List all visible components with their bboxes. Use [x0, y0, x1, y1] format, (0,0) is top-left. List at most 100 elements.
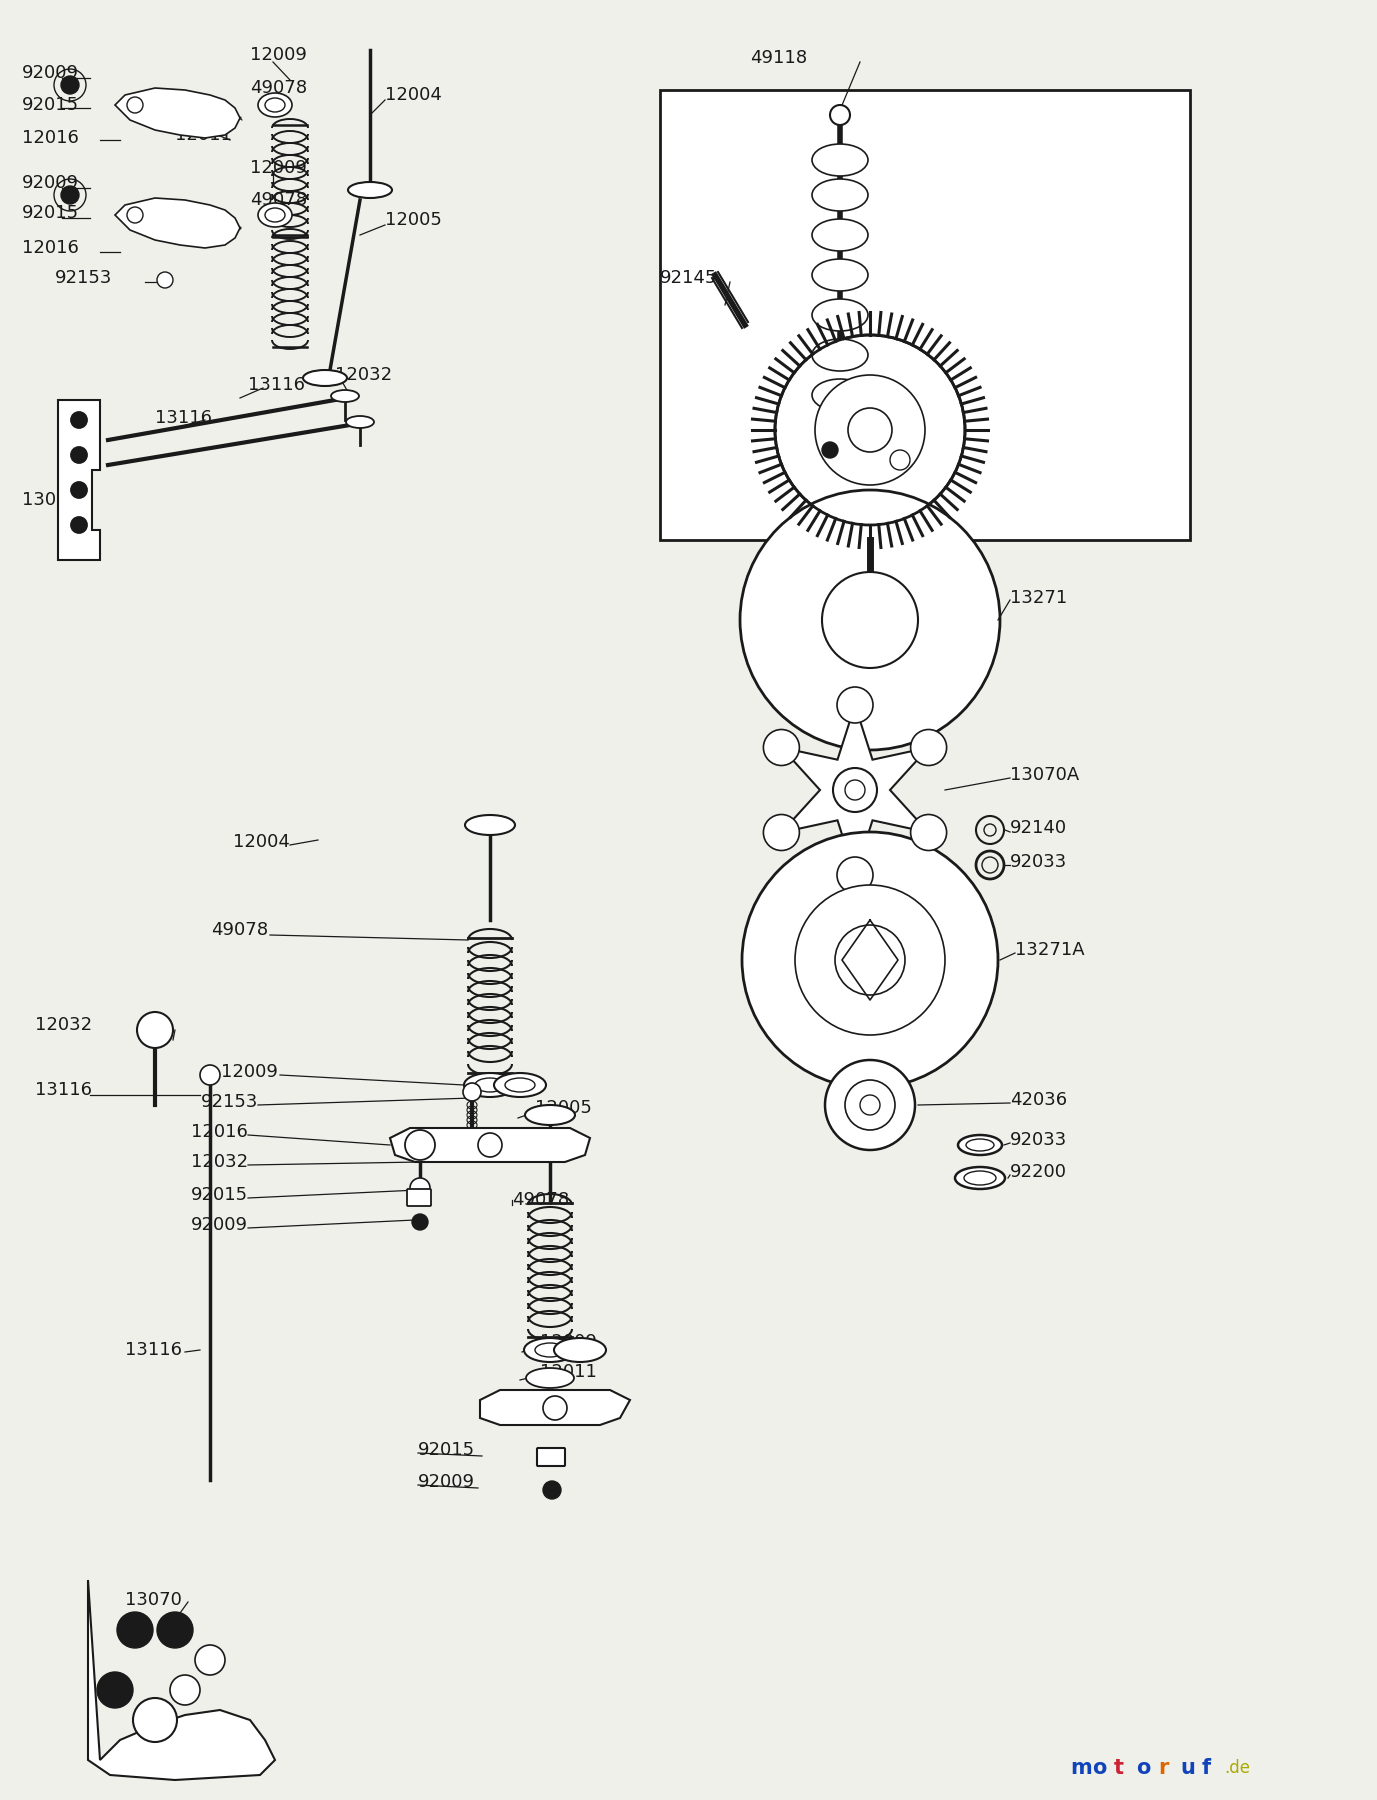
- Circle shape: [861, 1094, 880, 1114]
- Circle shape: [543, 1481, 560, 1499]
- Text: 12011: 12011: [540, 1363, 596, 1381]
- Text: 12016: 12016: [191, 1123, 248, 1141]
- Polygon shape: [116, 88, 240, 139]
- Text: 92140: 92140: [1009, 819, 1067, 837]
- Text: o: o: [1092, 1759, 1106, 1778]
- Circle shape: [543, 1397, 567, 1420]
- Circle shape: [830, 104, 850, 124]
- Ellipse shape: [812, 144, 868, 176]
- Text: 92009: 92009: [22, 175, 78, 193]
- Circle shape: [61, 185, 78, 203]
- Circle shape: [845, 1080, 895, 1130]
- Text: 13070A: 13070A: [1009, 767, 1080, 785]
- Circle shape: [833, 769, 877, 812]
- Circle shape: [463, 1084, 481, 1102]
- Text: 92015: 92015: [191, 1186, 248, 1204]
- Polygon shape: [58, 400, 101, 560]
- Text: 92009: 92009: [419, 1472, 475, 1490]
- Bar: [660, 90, 1190, 540]
- Ellipse shape: [475, 1078, 505, 1093]
- Text: 12009: 12009: [251, 158, 307, 176]
- Circle shape: [822, 443, 839, 457]
- Text: 92015: 92015: [22, 203, 78, 221]
- Text: 13070: 13070: [22, 491, 78, 509]
- Circle shape: [405, 1130, 435, 1159]
- Ellipse shape: [330, 391, 359, 401]
- Text: 13116: 13116: [34, 1082, 92, 1100]
- Text: .de: .de: [1224, 1759, 1250, 1777]
- Text: 13271A: 13271A: [1015, 941, 1085, 959]
- Ellipse shape: [348, 182, 392, 198]
- Circle shape: [412, 1213, 428, 1229]
- Text: 49118: 49118: [750, 49, 807, 67]
- Text: 13116: 13116: [156, 409, 212, 427]
- Text: o: o: [1136, 1759, 1150, 1778]
- Circle shape: [910, 729, 946, 765]
- Circle shape: [200, 1066, 220, 1085]
- Text: f: f: [1202, 1759, 1212, 1778]
- Ellipse shape: [812, 299, 868, 331]
- Text: 13116: 13116: [248, 376, 304, 394]
- Ellipse shape: [956, 1166, 1005, 1190]
- Ellipse shape: [257, 203, 292, 227]
- Ellipse shape: [812, 178, 868, 211]
- Circle shape: [822, 572, 918, 668]
- Text: 49078: 49078: [251, 79, 307, 97]
- Text: 12004: 12004: [386, 86, 442, 104]
- Ellipse shape: [812, 380, 868, 410]
- Text: 13070: 13070: [125, 1591, 182, 1609]
- Circle shape: [196, 1645, 224, 1676]
- Ellipse shape: [525, 1337, 576, 1363]
- Text: 12016: 12016: [22, 130, 78, 148]
- Polygon shape: [88, 1580, 275, 1780]
- Text: 12032: 12032: [34, 1015, 92, 1033]
- Ellipse shape: [303, 371, 347, 385]
- Text: 42036: 42036: [1009, 1091, 1067, 1109]
- Ellipse shape: [964, 1172, 996, 1184]
- Circle shape: [96, 1672, 134, 1708]
- Circle shape: [157, 272, 174, 288]
- Circle shape: [72, 517, 87, 533]
- Circle shape: [910, 814, 946, 851]
- FancyBboxPatch shape: [408, 1190, 431, 1206]
- Text: 92145: 92145: [660, 268, 717, 286]
- Text: 49078: 49078: [211, 922, 269, 940]
- Text: 12032: 12032: [335, 365, 392, 383]
- Text: 92200: 92200: [1009, 1163, 1067, 1181]
- Circle shape: [136, 1012, 174, 1048]
- Text: 92015: 92015: [419, 1442, 475, 1460]
- Ellipse shape: [257, 94, 292, 117]
- Text: u: u: [1180, 1759, 1195, 1778]
- Ellipse shape: [526, 1368, 574, 1388]
- Text: m: m: [1070, 1759, 1092, 1778]
- Ellipse shape: [494, 1073, 547, 1096]
- Circle shape: [742, 832, 998, 1087]
- Ellipse shape: [346, 416, 375, 428]
- Text: 12005: 12005: [386, 211, 442, 229]
- Circle shape: [775, 335, 965, 526]
- Polygon shape: [781, 706, 928, 875]
- Ellipse shape: [264, 97, 285, 112]
- Ellipse shape: [554, 1337, 606, 1363]
- Polygon shape: [390, 1129, 589, 1163]
- Circle shape: [795, 886, 945, 1035]
- Circle shape: [117, 1613, 153, 1649]
- Circle shape: [834, 925, 905, 995]
- Circle shape: [478, 1132, 503, 1157]
- Ellipse shape: [812, 220, 868, 250]
- Text: 92015: 92015: [22, 95, 78, 113]
- Circle shape: [127, 97, 143, 113]
- Ellipse shape: [465, 815, 515, 835]
- Circle shape: [848, 409, 892, 452]
- Circle shape: [845, 779, 865, 799]
- Ellipse shape: [264, 209, 285, 221]
- Ellipse shape: [967, 1139, 994, 1150]
- Ellipse shape: [505, 1078, 536, 1093]
- Circle shape: [815, 374, 925, 484]
- Text: r: r: [1158, 1759, 1168, 1778]
- Text: 12009: 12009: [540, 1334, 596, 1352]
- Text: 12032: 12032: [191, 1154, 248, 1172]
- Text: 92009: 92009: [22, 65, 78, 83]
- Text: 49078: 49078: [251, 191, 307, 209]
- Circle shape: [72, 446, 87, 463]
